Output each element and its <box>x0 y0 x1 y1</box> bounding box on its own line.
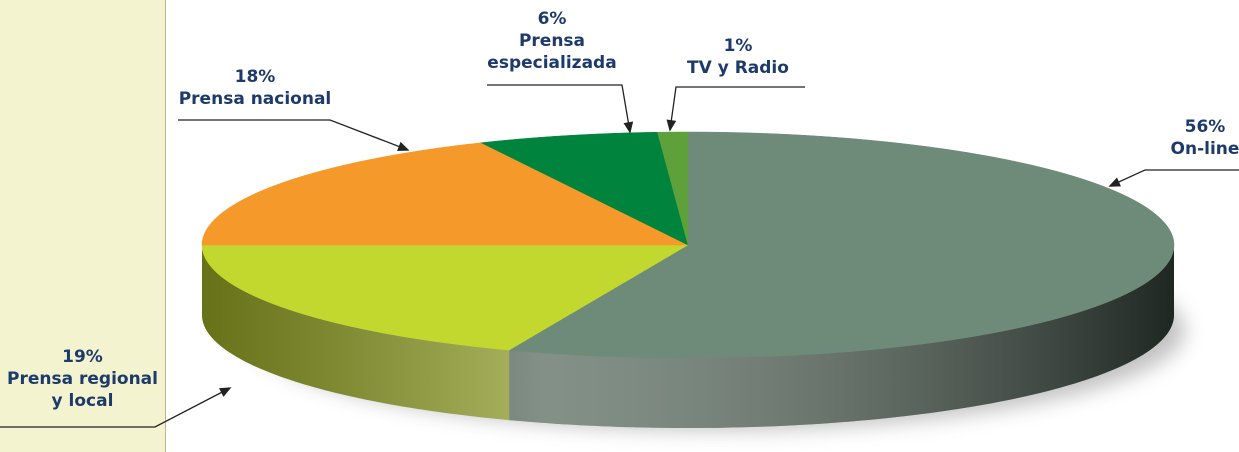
category-label: Prensa nacional <box>178 89 332 109</box>
arrow-head <box>219 387 232 397</box>
leader-line <box>178 119 409 151</box>
category-label: Prensa especializada <box>487 31 617 73</box>
slice <box>508 131 1175 359</box>
arrow-head <box>1108 177 1121 187</box>
slice <box>657 131 689 246</box>
category-label: TV y Radio <box>687 58 789 78</box>
slice-label: 18% Prensa nacional <box>160 66 350 110</box>
leader-line <box>1109 169 1239 187</box>
slice <box>201 142 689 246</box>
value-label: 1% <box>723 36 753 56</box>
leader-line <box>669 86 805 131</box>
value-label: 56% <box>1184 117 1226 137</box>
slice-label: 56% On-line <box>1150 116 1239 160</box>
value-label: 18% <box>234 67 276 87</box>
slice-label: 1% TV y Radio <box>668 35 808 79</box>
slice <box>201 244 689 351</box>
arrow-head <box>623 121 634 134</box>
slice-label: 6% Prensa especializada <box>472 8 632 74</box>
arrow-head <box>666 119 677 132</box>
value-label: 19% <box>62 347 103 367</box>
slice-label: 19% Prensa regional y local <box>0 346 165 412</box>
category-label: Prensa regional y local <box>7 369 158 411</box>
leader-line <box>487 84 631 133</box>
arrow-head <box>397 141 410 152</box>
value-label: 6% <box>537 9 567 29</box>
slice <box>480 131 689 246</box>
category-label: On-line <box>1170 139 1239 159</box>
leader-line <box>0 387 231 428</box>
side-shade <box>202 245 1174 428</box>
side-panel <box>0 0 166 452</box>
